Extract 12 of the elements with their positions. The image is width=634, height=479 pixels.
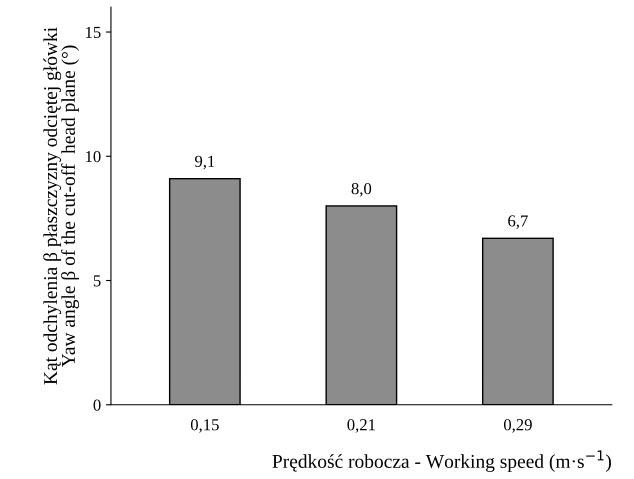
x-tick-label: 0,21 [347, 419, 375, 433]
y-tick-label: 5 [94, 275, 101, 286]
x-axis-title: Prędkość robocza - Working speed (m·s$^{−1}$) [272, 450, 611, 472]
x-tick-label: 0,15 [190, 419, 219, 433]
data-label: 6,7 [508, 215, 528, 229]
y-tick-label: 10 [86, 150, 101, 162]
data-label: 9,1 [194, 156, 214, 170]
y-axis-title: Kąt odchylenia β płaszczyzny odciętej główki Yaw angle β of the cut-off head plane (°) [43, 27, 80, 384]
x-tick-label: 0,29 [504, 419, 532, 433]
y-tick-label: 0 [94, 399, 101, 411]
y-tick-label: 15 [86, 26, 101, 38]
data-label: 8,0 [352, 183, 372, 197]
